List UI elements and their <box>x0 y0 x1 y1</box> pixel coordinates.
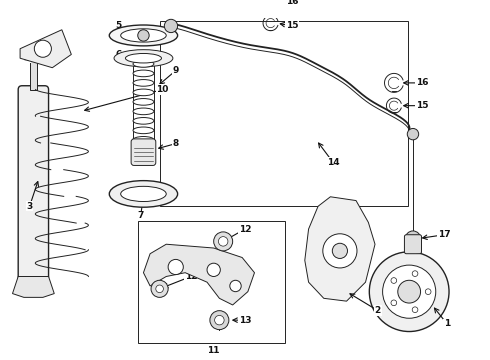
Circle shape <box>215 315 224 325</box>
Text: 12: 12 <box>239 225 251 234</box>
Circle shape <box>151 280 168 297</box>
Circle shape <box>219 237 228 246</box>
Circle shape <box>230 280 241 292</box>
Circle shape <box>412 271 418 276</box>
Circle shape <box>210 311 229 330</box>
Ellipse shape <box>133 89 154 96</box>
Circle shape <box>138 30 149 41</box>
Circle shape <box>391 300 397 306</box>
Ellipse shape <box>125 54 162 63</box>
Text: 7: 7 <box>137 211 144 220</box>
Circle shape <box>407 129 418 140</box>
Text: 8: 8 <box>172 139 179 148</box>
Ellipse shape <box>121 29 166 42</box>
Bar <box>160 21 408 206</box>
Text: 6: 6 <box>116 50 122 59</box>
Circle shape <box>398 280 420 303</box>
Text: 9: 9 <box>172 66 179 75</box>
Text: 16: 16 <box>416 78 429 87</box>
Ellipse shape <box>133 99 154 105</box>
Circle shape <box>164 19 177 33</box>
Circle shape <box>323 234 357 268</box>
Circle shape <box>369 252 449 332</box>
Circle shape <box>168 260 183 275</box>
Bar <box>29 56 37 90</box>
Circle shape <box>156 285 163 293</box>
Text: 17: 17 <box>438 230 451 239</box>
Text: 10: 10 <box>156 85 169 94</box>
Circle shape <box>332 243 347 258</box>
Ellipse shape <box>133 136 154 143</box>
Polygon shape <box>20 30 72 68</box>
Text: 15: 15 <box>416 101 429 110</box>
Text: 16: 16 <box>286 0 299 6</box>
Polygon shape <box>305 197 375 301</box>
Polygon shape <box>13 276 54 297</box>
Circle shape <box>207 263 220 276</box>
Ellipse shape <box>133 108 154 115</box>
Ellipse shape <box>109 181 177 207</box>
Ellipse shape <box>121 186 166 202</box>
Circle shape <box>425 289 431 294</box>
Text: 1: 1 <box>444 319 450 328</box>
Polygon shape <box>144 244 254 305</box>
Circle shape <box>34 40 51 57</box>
Ellipse shape <box>114 50 173 67</box>
Circle shape <box>405 231 420 246</box>
Circle shape <box>214 232 233 251</box>
Bar <box>138 221 285 343</box>
FancyBboxPatch shape <box>404 235 421 254</box>
Text: 12: 12 <box>185 272 197 281</box>
Ellipse shape <box>133 117 154 124</box>
FancyBboxPatch shape <box>18 86 49 280</box>
Circle shape <box>383 265 436 318</box>
Ellipse shape <box>133 127 154 134</box>
Ellipse shape <box>133 70 154 77</box>
Text: 13: 13 <box>239 316 251 325</box>
Circle shape <box>412 307 418 312</box>
Circle shape <box>391 278 397 283</box>
Ellipse shape <box>133 60 154 67</box>
Text: 5: 5 <box>116 22 122 31</box>
Ellipse shape <box>109 25 177 46</box>
Text: 15: 15 <box>286 22 299 31</box>
Text: 2: 2 <box>375 306 381 315</box>
Text: 14: 14 <box>327 158 340 167</box>
Ellipse shape <box>133 80 154 86</box>
Text: 11: 11 <box>207 346 220 355</box>
FancyBboxPatch shape <box>131 139 156 166</box>
Text: 3: 3 <box>26 202 33 211</box>
Text: 4: 4 <box>24 54 30 63</box>
